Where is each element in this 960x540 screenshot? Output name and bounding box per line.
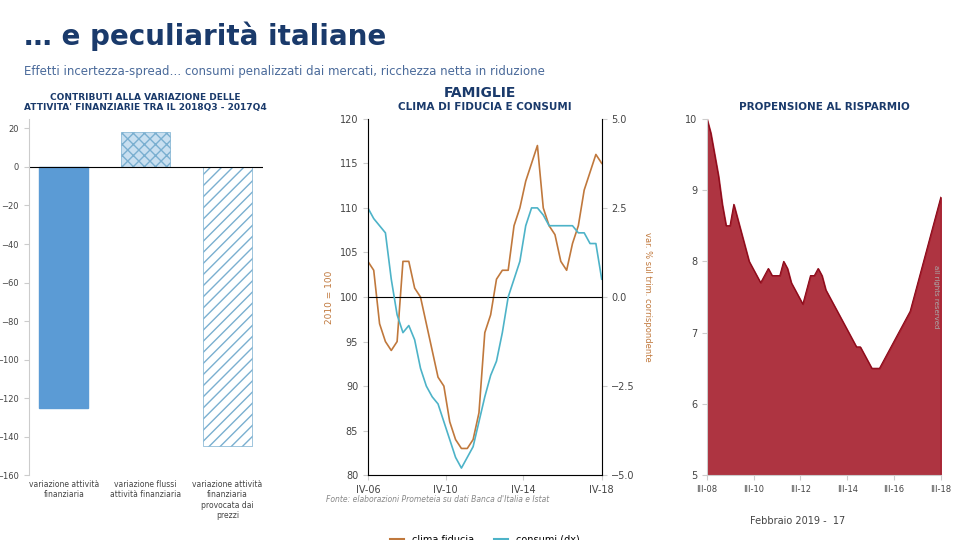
Title: CLIMA DI FIDUCIA E CONSUMI: CLIMA DI FIDUCIA E CONSUMI [398, 103, 571, 112]
Y-axis label: var. % sul trim. corrispondente: var. % sul trim. corrispondente [643, 232, 652, 362]
Legend: clima fiducia, consumi (dx): clima fiducia, consumi (dx) [386, 531, 584, 540]
Text: Febbraio 2019 -  17: Febbraio 2019 - 17 [750, 516, 845, 526]
Bar [203, 167, 252, 446]
Title: CONTRIBUTI ALLA VARIAZIONE DELLE
ATTIVITA' FINANZIARIE TRA IL 2018Q3 - 2017Q4: CONTRIBUTI ALLA VARIAZIONE DELLE ATTIVIT… [24, 93, 267, 112]
Text: all rights reserved: all rights reserved [933, 265, 939, 329]
Bar [39, 167, 88, 408]
Text: … e peculiarità italiane: … e peculiarità italiane [24, 22, 386, 51]
Bar [121, 132, 170, 167]
Text: Effetti incertezza-spread… consumi penalizzati dai mercati, ricchezza netta in r: Effetti incertezza-spread… consumi penal… [24, 65, 545, 78]
Text: Fonte: elaborazioni Prometeia su dati Banca d'Italia e Istat: Fonte: elaborazioni Prometeia su dati Ba… [326, 495, 550, 504]
Y-axis label: 2010 = 100: 2010 = 100 [325, 271, 334, 323]
Title: PROPENSIONE AL RISPARMIO: PROPENSIONE AL RISPARMIO [738, 103, 909, 112]
Text: FAMIGLIE: FAMIGLIE [444, 86, 516, 100]
